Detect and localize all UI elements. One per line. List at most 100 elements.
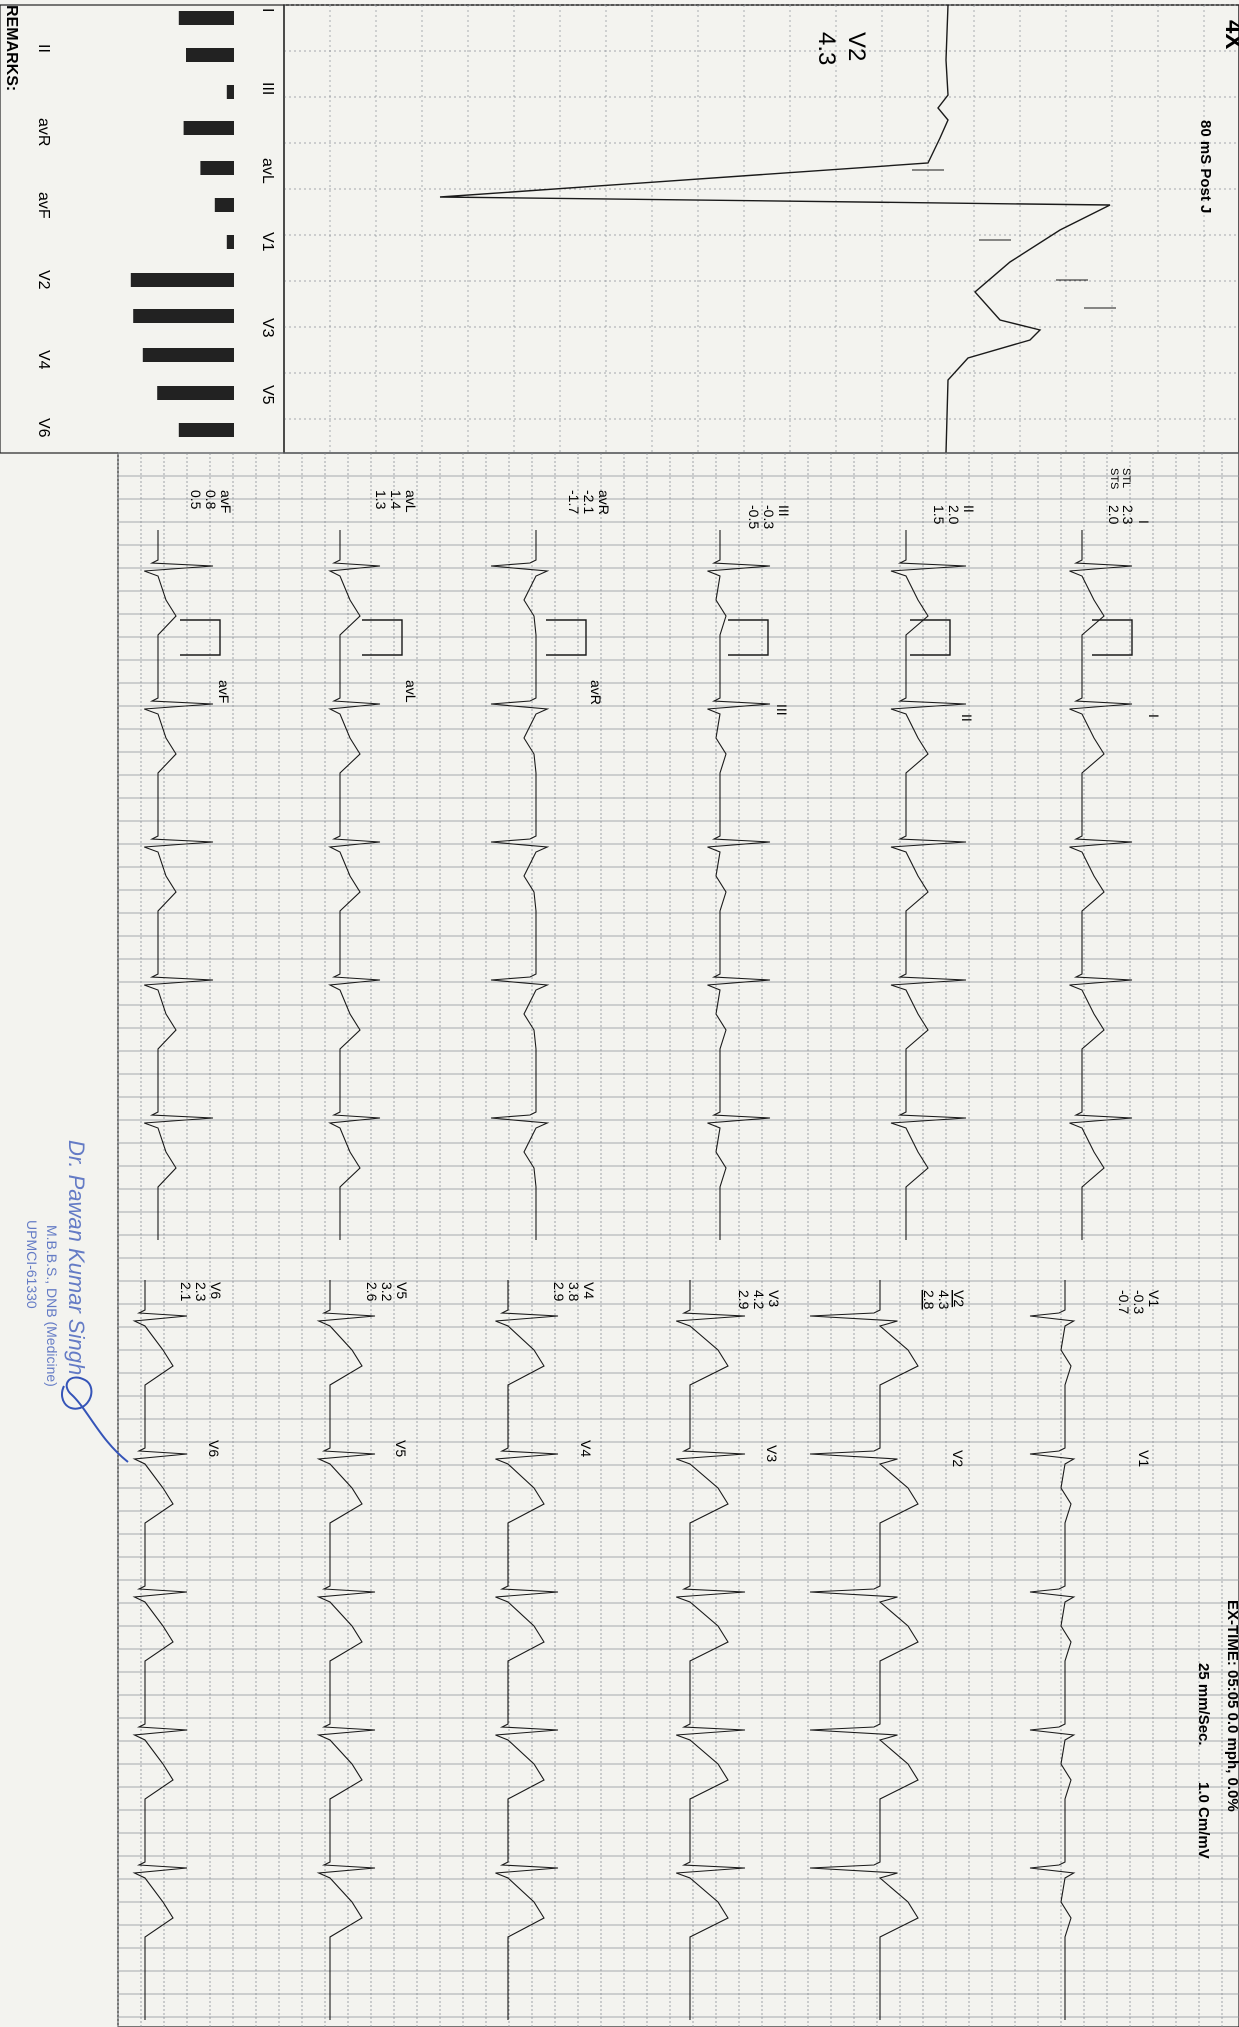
left-lead-values: I 2.3 2.0 II 2.0 1.5 III -0.3 -0.5 avR -… <box>188 490 1152 529</box>
bar-avR <box>183 121 234 135</box>
trace-II <box>890 530 967 1240</box>
svg-text:2.1: 2.1 <box>178 1282 194 1302</box>
svg-text:-0.3: -0.3 <box>761 505 777 529</box>
lead-traces <box>132 530 1133 2020</box>
post-j-label: 80 mS Post J <box>1197 120 1214 213</box>
svg-text:avL: avL <box>403 490 419 513</box>
right-lead-tags: V1 V2 V3 V4 V5 V6 <box>206 1440 1152 1467</box>
lead-avL-values: avL 1.4 1.3 <box>373 490 419 513</box>
trace-V1 <box>1029 1280 1076 2020</box>
svg-text:2.0: 2.0 <box>946 505 962 525</box>
lead-V1-values: V1 -0.3 -0.7 <box>1116 1290 1162 1314</box>
lead-V6-values: V6 2.3 2.1 <box>178 1282 224 1302</box>
signature-scribble <box>61 1376 129 1463</box>
lead-V5-values: V5 3.2 2.6 <box>364 1282 410 1302</box>
svg-text:0.5: 0.5 <box>188 490 204 510</box>
calibration-pulses <box>180 619 1133 656</box>
bar-label-avL: avL <box>259 158 276 184</box>
tag-avF: avF <box>216 680 232 703</box>
lead-V2-values: V2 4.3 2.8 <box>921 1290 967 1310</box>
svg-text:3.2: 3.2 <box>379 1282 395 1302</box>
bar-lead-labels-top: I III avL V1 V3 V5 <box>259 8 276 405</box>
tag-V4: V4 <box>578 1440 594 1457</box>
bar-avL <box>200 161 234 175</box>
lead-III-values: III -0.3 -0.5 <box>746 505 792 529</box>
svg-text:avR: avR <box>596 490 612 515</box>
trace-V6 <box>132 1280 188 2020</box>
bar-V4 <box>142 348 234 362</box>
svg-text:2.9: 2.9 <box>736 1290 752 1310</box>
bar-V6 <box>178 423 234 437</box>
ecg-12-lead-grid <box>117 452 1239 2027</box>
tag-II: II <box>959 714 975 722</box>
svg-text:0.8: 0.8 <box>203 490 219 510</box>
svg-text:1.4: 1.4 <box>388 490 404 510</box>
bar-chart-bars <box>130 11 234 437</box>
bar-I <box>178 11 234 25</box>
tag-III: III <box>774 704 790 716</box>
trace-V4 <box>495 1280 559 2020</box>
svg-text:V4: V4 <box>581 1282 597 1299</box>
tag-avR: avR <box>588 680 604 705</box>
right-lead-values: V1 -0.3 -0.7 V2 4.3 2.8 V3 4.2 2.9 V4 3.… <box>178 1282 1162 1314</box>
lead-V3-values: V3 4.2 2.9 <box>736 1290 782 1310</box>
st-header: STL STS <box>1108 468 1132 489</box>
bar-label-V1: V1 <box>259 232 276 252</box>
svg-text:V5: V5 <box>394 1282 410 1299</box>
svg-text:2.6: 2.6 <box>364 1282 380 1302</box>
sts-label: STS <box>1108 468 1120 489</box>
magnification-label: 4X <box>1220 20 1239 49</box>
calibration-pulse <box>728 619 769 656</box>
lead-I-values: I 2.3 2.0 <box>1106 505 1152 525</box>
left-lead-tags: I II III avR avL avF <box>216 680 1162 722</box>
svg-text:2.8: 2.8 <box>921 1290 937 1310</box>
lead-avR-values: avR -2.1 -1.7 <box>566 490 612 515</box>
svg-text:V6: V6 <box>208 1282 224 1299</box>
gain-label: 1.0 Cm/mV <box>1195 1782 1212 1859</box>
rotated-labels: 4X 80 mS Post J V2 4.3 25 mm/Sec. 1.0 Cm… <box>3 5 1239 1859</box>
lead-avF-values: avF 0.8 0.5 <box>188 490 234 513</box>
trace-avL <box>328 530 381 1240</box>
stamp-name: Dr. Pawan Kumar Singh <box>64 1140 89 1375</box>
svg-text:-0.7: -0.7 <box>1116 1290 1132 1314</box>
main-grid-lines <box>117 452 1239 2027</box>
bar-V5 <box>157 386 234 400</box>
lead-II-values: II 2.0 1.5 <box>931 505 977 525</box>
calibration-pulse <box>910 619 951 656</box>
svg-text:3.8: 3.8 <box>566 1282 582 1302</box>
tag-V5: V5 <box>393 1440 409 1457</box>
trace-I <box>1069 530 1133 1240</box>
tag-avL: avL <box>403 680 419 703</box>
stamp-degree: M.B.B.S., DNB (Medicine) <box>44 1225 60 1387</box>
calibration-pulse <box>362 619 403 656</box>
svg-text:I: I <box>1136 520 1152 524</box>
trace-avR <box>490 530 550 1240</box>
lead-V4-values: V4 3.8 2.9 <box>551 1282 597 1302</box>
svg-text:II: II <box>961 505 977 513</box>
bar-label-V5: V5 <box>259 385 276 405</box>
svg-text:2.9: 2.9 <box>551 1282 567 1302</box>
tag-V6: V6 <box>206 1440 222 1457</box>
top-panel-grid <box>283 4 1239 453</box>
calibration-pulse <box>1092 619 1133 656</box>
stamp-reg: UPMCI-61330 <box>24 1220 40 1309</box>
svg-text:avF: avF <box>218 490 234 513</box>
svg-text:V1: V1 <box>1146 1290 1162 1307</box>
bar-III <box>226 85 234 99</box>
trace-III <box>707 530 771 1240</box>
bar-V3 <box>133 309 234 323</box>
paper-speed-label: 25 mm/Sec. <box>1195 1663 1212 1746</box>
bar-label-I: I <box>259 8 276 12</box>
svg-text:1.5: 1.5 <box>931 505 947 525</box>
bar-label-avR: avR <box>35 118 52 146</box>
bar-label-V2: V2 <box>35 270 52 290</box>
bar-label-V4: V4 <box>35 350 52 370</box>
svg-text:1.3: 1.3 <box>373 490 389 510</box>
svg-text:2.0: 2.0 <box>1106 505 1122 525</box>
svg-text:-0.5: -0.5 <box>746 505 762 529</box>
tag-V1: V1 <box>1136 1450 1152 1467</box>
svg-text:V3: V3 <box>766 1290 782 1307</box>
bar-label-avF: avF <box>35 192 52 219</box>
bar-label-V3: V3 <box>259 318 276 338</box>
